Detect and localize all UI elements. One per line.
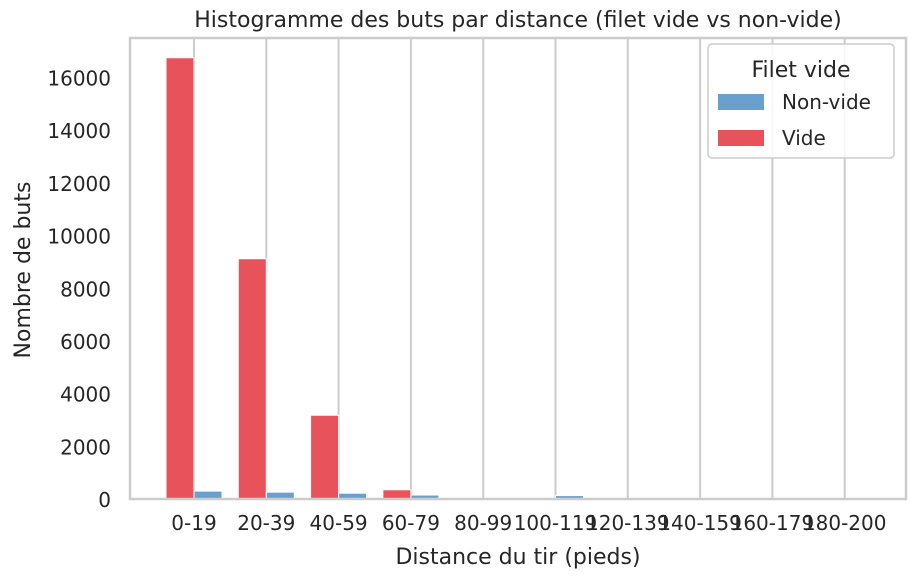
x-tick-label: 60-79 (382, 511, 440, 535)
legend-items: Non-vide Vide (718, 90, 871, 150)
y-tick-label: 14000 (47, 119, 111, 143)
bar (237, 258, 267, 500)
legend-label: Vide (782, 126, 826, 150)
y-axis-label: Nombre de buts (11, 182, 36, 359)
y-tick-label: 2000 (60, 435, 111, 459)
x-tick-label: 0-19 (171, 511, 216, 535)
y-tick-label: 8000 (60, 277, 111, 301)
y-tick-label: 12000 (47, 172, 111, 196)
y-tick-label: 0 (98, 488, 111, 512)
x-tick-label: 120-139 (586, 511, 670, 535)
x-tick-label: 180-200 (803, 511, 887, 535)
x-tick-label: 80-99 (454, 511, 512, 535)
y-tick-label: 16000 (47, 67, 111, 91)
bar (165, 57, 195, 500)
x-axis-label: Distance du tir (pieds) (395, 545, 640, 570)
legend-title: Filet vide (751, 58, 850, 83)
legend-swatch (718, 94, 764, 110)
bar (382, 489, 412, 500)
x-tick-label: 20-39 (237, 511, 295, 535)
y-tick-label: 10000 (47, 225, 111, 249)
x-tick-label: 100-119 (514, 511, 598, 535)
y-tick-label: 6000 (60, 330, 111, 354)
y-tick-labels: 0 2000 4000 6000 8000 10000 12000 14000 16000 (47, 67, 111, 512)
legend-box (707, 43, 895, 159)
x-tick-label: 140-159 (658, 511, 742, 535)
y-tick-label: 4000 (60, 383, 111, 407)
bar (310, 414, 340, 500)
legend: Filet vide Non-vide Vide (707, 43, 895, 159)
bars (165, 57, 584, 500)
x-tick-label: 40-59 (310, 511, 368, 535)
x-tick-labels: 0-19 20-39 40-59 60-79 80-99 100-119120-13914… (171, 511, 886, 535)
chart-title: Histogramme des buts par distance (filet… (194, 8, 841, 33)
plot-frame (128, 36, 908, 501)
legend-label: Non-vide (782, 90, 871, 114)
legend-swatch (718, 130, 764, 146)
x-tick-label: 160-179 (731, 511, 815, 535)
